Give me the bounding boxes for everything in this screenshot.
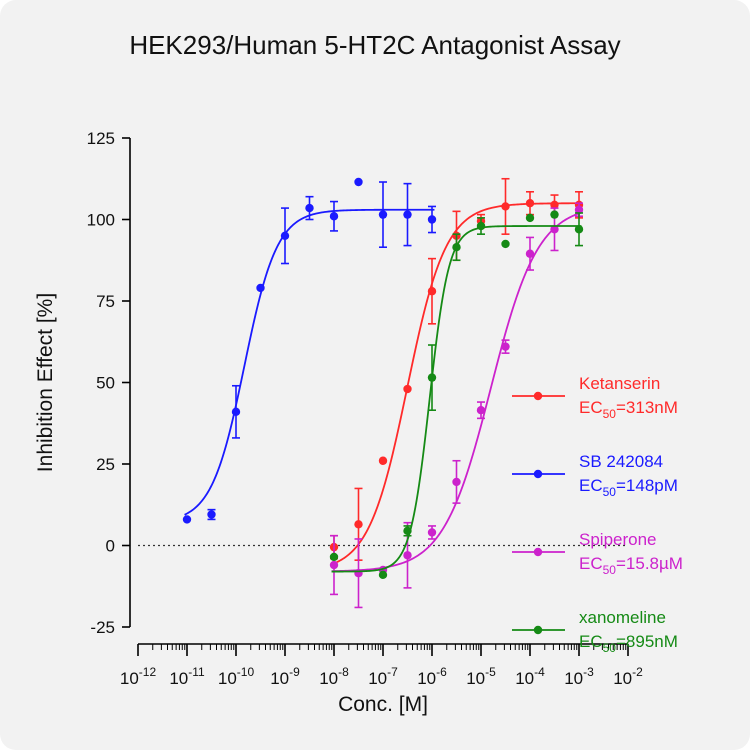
data-point xyxy=(207,510,216,519)
data-point xyxy=(403,526,412,536)
data-point xyxy=(574,225,584,234)
data-point xyxy=(550,225,559,234)
fit-curve xyxy=(184,208,435,516)
data-point xyxy=(329,560,339,570)
data-point xyxy=(476,406,486,415)
data-point xyxy=(525,199,535,208)
series-sb-242084 xyxy=(182,177,437,524)
x-tick-label: 10-11 xyxy=(169,665,205,688)
data-point xyxy=(231,407,241,417)
data-point xyxy=(403,551,412,560)
legend-ec50: EC50=313nM xyxy=(579,398,678,421)
data-point xyxy=(182,515,192,524)
data-point xyxy=(550,200,559,210)
y-tick-label: 125 xyxy=(87,129,115,148)
data-point xyxy=(501,202,510,211)
legend-ec50: EC50=148pM xyxy=(579,476,678,499)
data-point xyxy=(354,569,363,578)
data-point xyxy=(329,552,339,562)
x-tick-label: 10-5 xyxy=(466,665,496,688)
fit-curve xyxy=(331,211,582,573)
legend-label: Ketanserin xyxy=(579,374,660,393)
data-point xyxy=(256,283,265,293)
x-tick-label: 10-12 xyxy=(120,665,157,688)
data-point xyxy=(378,210,388,219)
legend-marker xyxy=(533,625,543,635)
data-point xyxy=(427,215,437,224)
y-tick-label: 75 xyxy=(96,292,115,311)
x-tick-label: 10-10 xyxy=(218,665,255,688)
y-tick-label: -25 xyxy=(90,618,115,637)
data-point xyxy=(354,177,363,187)
legend-label: Spiperone xyxy=(579,530,657,549)
data-point xyxy=(403,384,412,394)
data-point xyxy=(452,243,461,252)
legend-ec50: EC50=895nM xyxy=(579,632,678,655)
x-axis-title: Conc. [M] xyxy=(338,693,428,716)
data-point xyxy=(501,239,510,249)
x-tick-label: 10-7 xyxy=(368,665,398,688)
data-point xyxy=(525,249,535,258)
data-point xyxy=(354,520,363,529)
y-tick-label: 0 xyxy=(106,537,115,556)
data-point xyxy=(525,213,535,223)
data-point xyxy=(427,287,437,296)
x-tick-label: 10-6 xyxy=(417,665,447,688)
chart-title: HEK293/Human 5-HT2C Antagonist Assay xyxy=(129,30,621,60)
x-tick-label: 10-2 xyxy=(613,665,643,688)
x-tick-label: 10-9 xyxy=(270,665,300,688)
data-point xyxy=(427,373,437,382)
data-point xyxy=(574,205,584,214)
legend-label: xanomeline xyxy=(579,608,666,627)
legend-marker xyxy=(533,391,543,401)
fit-curve xyxy=(331,225,582,573)
legend-entry: xanomeline EC50=895nM xyxy=(512,608,678,655)
x-tick-label: 10-8 xyxy=(319,665,349,688)
data-point xyxy=(378,570,388,580)
legend-marker xyxy=(533,547,543,557)
x-tick-label: 10-3 xyxy=(564,665,594,688)
series-xanomeline xyxy=(329,210,584,580)
y-tick-label: 50 xyxy=(96,374,115,393)
data-point xyxy=(280,231,290,240)
y-tick-label: 25 xyxy=(96,455,115,474)
x-tick-label: 10-4 xyxy=(515,665,545,688)
y-axis-title: Inhibition Effect [%] xyxy=(34,293,57,472)
data-point xyxy=(550,210,559,219)
series-spiperone xyxy=(329,202,584,609)
data-point xyxy=(305,203,314,213)
legend-entry: Spiperone EC50=15.8µM xyxy=(512,530,683,577)
data-point xyxy=(329,212,339,221)
data-point xyxy=(427,528,437,537)
legend-entry: SB 242084 EC50=148pM xyxy=(512,452,678,499)
data-point xyxy=(403,210,412,219)
data-point xyxy=(452,477,461,487)
data-point xyxy=(501,342,510,351)
legend-marker xyxy=(533,469,543,479)
data-point xyxy=(476,221,486,231)
legend-entry: Ketanserin EC50=313nM xyxy=(512,374,678,421)
legend-ec50: EC50=15.8µM xyxy=(579,554,683,577)
y-tick-label: 100 xyxy=(87,211,115,230)
legend-label: SB 242084 xyxy=(579,452,663,471)
data-point xyxy=(378,456,388,465)
